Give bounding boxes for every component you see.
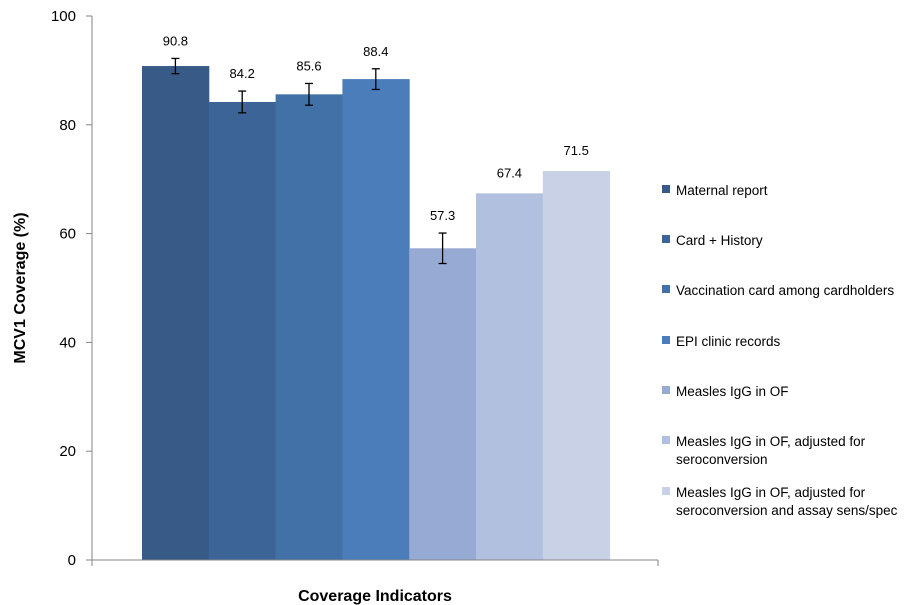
bar (409, 248, 477, 560)
data-label: 85.6 (296, 58, 321, 73)
legend-swatch (662, 185, 670, 193)
y-tick-label: 80 (59, 117, 76, 134)
legend-swatch (662, 487, 670, 495)
data-label: 90.8 (163, 33, 188, 48)
bar (542, 171, 611, 561)
y-tick-label: 60 (59, 226, 76, 243)
data-label: 88.4 (363, 44, 388, 59)
legend-label: Measles IgG in OF (676, 384, 789, 399)
legend-label: Vaccination card among cardholders (676, 283, 894, 298)
legend-swatch (662, 386, 670, 394)
bar (142, 66, 210, 560)
y-tick-label: 0 (68, 552, 76, 569)
legend-swatch (662, 336, 670, 344)
legend-label: EPI clinic records (676, 334, 781, 349)
legend-label: Maternal report (676, 183, 768, 198)
bar (208, 101, 277, 561)
data-label: 57.3 (430, 208, 455, 223)
data-labels-layer: 90.8 84.2 85.6 88.4 57.3 67.4 71.5 (163, 33, 589, 223)
axes-layer (91, 16, 659, 566)
legend-swatch (662, 436, 670, 444)
legend-label: Measles IgG in OF, adjusted for seroconve… (676, 485, 898, 518)
bar (476, 193, 544, 560)
y-tick-label: 20 (59, 443, 76, 460)
y-ticks-layer: 0 20 40 60 80 100 (51, 8, 92, 569)
legend-swatch (662, 285, 670, 293)
data-label: 67.4 (497, 165, 522, 180)
data-label: 71.5 (564, 143, 589, 158)
legend-label: Card + History (676, 233, 763, 248)
y-tick-label: 40 (59, 334, 76, 351)
bar (275, 94, 343, 560)
x-axis-title: Coverage Indicators (298, 588, 452, 605)
data-label: 84.2 (230, 66, 255, 81)
y-tick-label: 100 (51, 8, 76, 25)
bar (342, 79, 410, 560)
bars-layer (142, 57, 611, 561)
legend-label: Measles IgG in OF, adjusted for seroconve… (676, 434, 866, 467)
legend-swatch (662, 235, 670, 243)
y-axis-title: MCV1 Coverage (%) (12, 212, 29, 363)
legend: Maternal report Card + History Vaccination… (662, 183, 898, 518)
